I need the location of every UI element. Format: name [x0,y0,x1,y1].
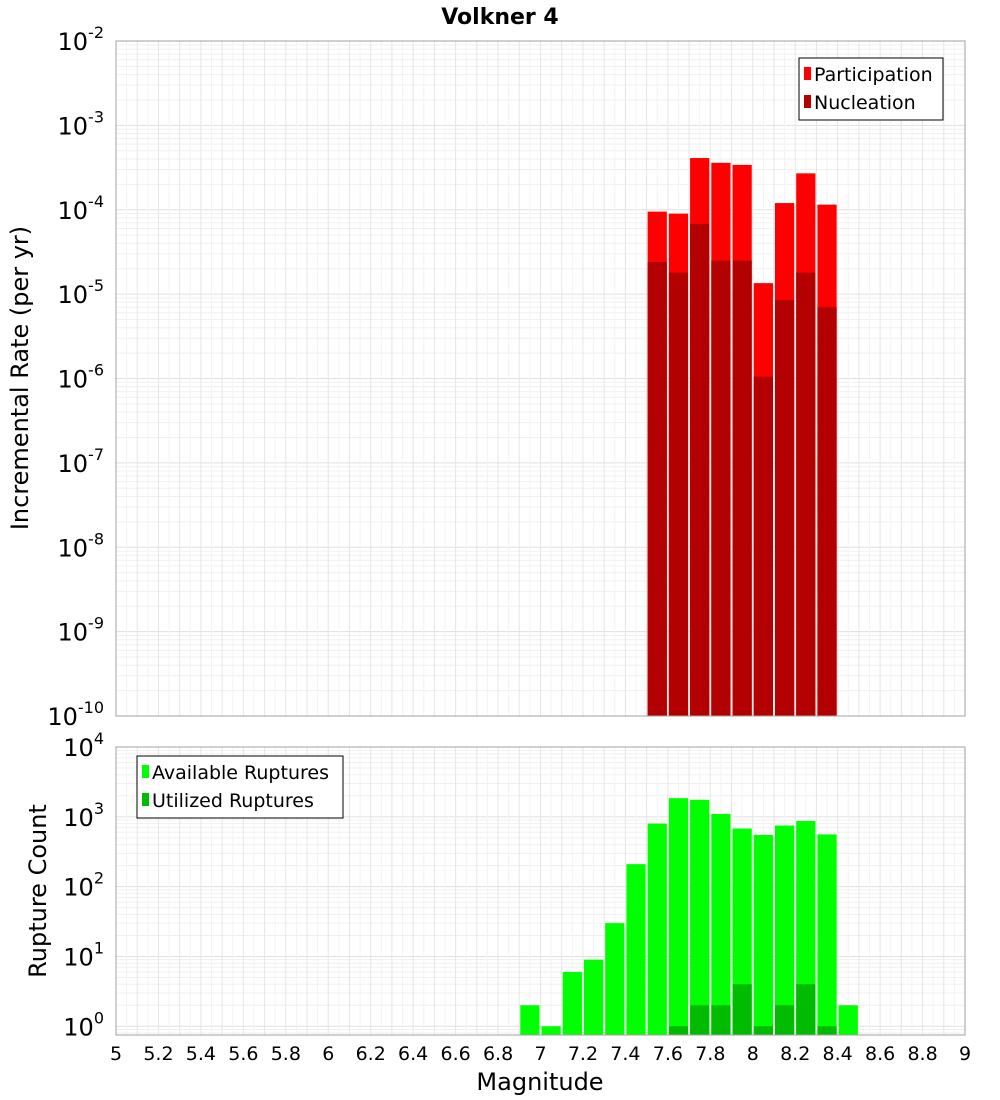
bottom-bar-available-ruptures [774,825,795,1035]
x-axis-label: Magnitude [476,1068,603,1096]
top-legend-swatch [804,95,811,108]
bottom-bar-utilized-ruptures [668,1026,689,1035]
x-tick-label: 8 [747,1043,759,1065]
bottom-bar-utilized-ruptures [796,984,816,1035]
top-plot-group: 10-10 10-9 10-8 10-7 10-6 10-5 10-4 10-3 10-2 Par… [47,23,966,731]
top-bar-nucleation [817,307,837,716]
top-y-tick-label: 10-9 [58,614,105,647]
x-tick-label: 8.2 [780,1043,810,1065]
top-y-tick-label: 10-10 [47,698,104,731]
x-tick-label: 8.6 [865,1043,895,1065]
x-tick-label: 8.8 [907,1043,937,1065]
top-y-tick-label: 10-3 [58,107,105,140]
bottom-legend-swatch [142,793,149,806]
x-tick-label: 5.4 [186,1043,216,1065]
bottom-bar-available-ruptures [626,864,646,1035]
x-tick-label: 7.8 [695,1043,725,1065]
bottom-bar-available-ruptures [520,1005,540,1035]
bottom-y-tick-label: 104 [63,729,104,762]
x-tick-label: 9 [959,1043,971,1065]
top-y-tick-label: 10-2 [58,23,105,56]
top-legend-label: Participation [814,64,933,86]
top-y-tick-label: 10-6 [58,361,105,394]
bottom-bar-available-ruptures [541,1026,561,1035]
top-bar-nucleation [668,272,689,716]
top-y-tick-label: 10-4 [58,192,105,225]
x-tick-label: 7 [534,1043,546,1065]
bottom-bar-available-ruptures [817,834,837,1035]
x-tick-label: 6.2 [356,1043,386,1065]
top-legend-swatch [804,67,811,80]
bottom-bar-utilized-ruptures [817,1026,837,1035]
top-bar-nucleation [796,272,816,716]
top-y-axis-label: Incremental Rate (per yr) [6,226,34,530]
x-tick-label: 6.4 [398,1043,428,1065]
top-y-tick-label: 10-8 [58,529,105,562]
x-tick-label: 5.6 [228,1043,258,1065]
x-tick-label: 5 [110,1043,122,1065]
bottom-bar-available-ruptures [753,834,773,1035]
top-y-tick-label: 10-5 [58,276,105,309]
top-bar-nucleation [753,376,773,716]
x-tick-label: 7.6 [653,1043,683,1065]
bottom-bar-available-ruptures [796,821,816,1035]
top-bar-nucleation [711,260,731,716]
top-legend-label: Nucleation [814,92,916,114]
bottom-bar-utilized-ruptures [753,1026,773,1035]
top-bar-nucleation [690,223,710,716]
bottom-plot-frame [115,746,966,1036]
bottom-y-tick-label: 101 [63,938,104,971]
top-bar-nucleation [732,260,752,716]
chart-title: Volkner 4 [441,5,559,30]
bottom-legend-swatch [142,765,149,778]
x-tick-label: 7.2 [568,1043,598,1065]
bottom-y-tick-label: 103 [63,799,104,832]
top-y-tick-label: 10-7 [58,445,105,478]
bottom-bar-utilized-ruptures [711,1005,731,1035]
bottom-y-axis-label: Rupture Count [24,804,52,978]
bottom-y-tick-label: 100 [63,1008,104,1041]
x-tick-label: 5.2 [143,1043,173,1065]
top-plot-frame [115,40,966,717]
x-tick-label: 8.4 [823,1043,853,1065]
bottom-bar-utilized-ruptures [732,984,752,1035]
top-legend-box [798,57,944,121]
bottom-bar-available-ruptures [668,798,689,1035]
bottom-bar-available-ruptures [647,823,667,1035]
bottom-legend-label: Available Ruptures [152,762,329,784]
bottom-bar-available-ruptures [562,971,582,1035]
top-bar-nucleation [647,262,667,716]
x-tick-label: 6.8 [483,1043,513,1065]
bottom-y-tick-label: 102 [63,869,104,902]
bottom-bar-available-ruptures [605,923,625,1035]
bottom-legend-label: Utilized Ruptures [152,790,314,812]
x-tick-label: 5.8 [271,1043,301,1065]
x-tick-label: 7.4 [610,1043,640,1065]
bottom-bar-utilized-ruptures [774,1005,795,1035]
top-bar-nucleation [774,300,795,716]
bottom-plot-group: 100 101 102 103 104 Available Ruptures Utilize… [63,729,966,1041]
bottom-bar-available-ruptures [690,799,710,1035]
x-tick-label: 6 [322,1043,334,1065]
bottom-legend-box [136,755,344,819]
bottom-bar-available-ruptures [583,959,604,1035]
bottom-bar-available-ruptures [838,1005,858,1035]
bottom-bar-available-ruptures [711,813,731,1035]
bottom-bar-utilized-ruptures [690,1005,710,1035]
x-tick-label: 6.6 [440,1043,470,1065]
bottom-bar-available-ruptures [732,828,752,1035]
